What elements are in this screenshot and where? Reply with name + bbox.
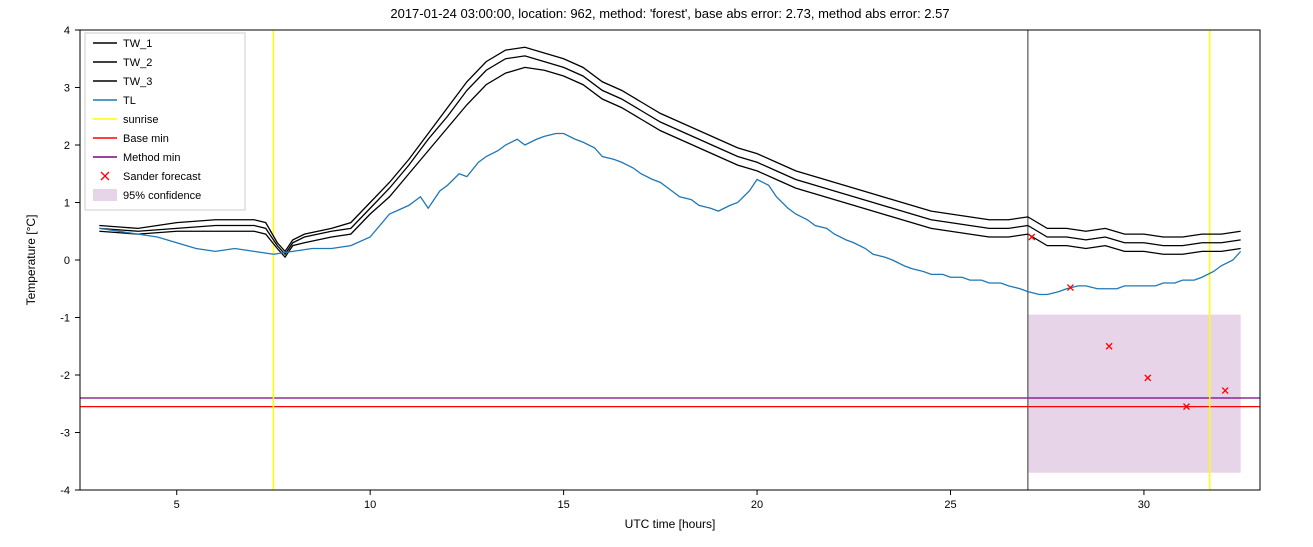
legend-label: TL xyxy=(123,95,136,107)
ytick-label: 1 xyxy=(64,198,70,210)
confidence-box xyxy=(1028,315,1241,473)
ytick-label: -4 xyxy=(60,485,70,497)
ytick-label: -3 xyxy=(60,428,70,440)
xtick-label: 25 xyxy=(944,499,956,511)
ytick-label: -1 xyxy=(60,313,70,325)
legend-box xyxy=(85,33,245,210)
xtick-label: 15 xyxy=(557,499,569,511)
legend-swatch xyxy=(93,189,117,201)
legend-label: Method min xyxy=(123,152,180,164)
xtick-label: 10 xyxy=(364,499,376,511)
chart-title: 2017-01-24 03:00:00, location: 962, meth… xyxy=(390,6,949,21)
legend-label: TW_1 xyxy=(123,38,152,50)
chart-container: 5 10 15 20 25 30 -4 -3 -2 -1 0 1 2 3 4 UTC time [hours]… xyxy=(0,0,1313,547)
xtick-label: 30 xyxy=(1138,499,1150,511)
ytick-label: -2 xyxy=(60,370,70,382)
legend-label: TW_2 xyxy=(123,57,152,69)
ytick-label: 3 xyxy=(64,83,70,95)
legend-label: Sander forecast xyxy=(123,171,201,183)
ytick-label: 4 xyxy=(64,25,70,37)
legend-label: TW_3 xyxy=(123,76,152,88)
legend-label: Base min xyxy=(123,133,169,145)
xtick-label: 20 xyxy=(751,499,763,511)
legend-label: 95% confidence xyxy=(123,190,201,202)
legend-label: sunrise xyxy=(123,114,158,126)
xlabel: UTC time [hours] xyxy=(625,517,716,531)
ylabel: Temperature [°C] xyxy=(24,215,38,306)
ytick-label: 2 xyxy=(64,140,70,152)
temperature-chart: 5 10 15 20 25 30 -4 -3 -2 -1 0 1 2 3 4 UTC time [hours]… xyxy=(0,0,1313,547)
xtick-label: 5 xyxy=(174,499,180,511)
ytick-label: 0 xyxy=(64,255,70,267)
